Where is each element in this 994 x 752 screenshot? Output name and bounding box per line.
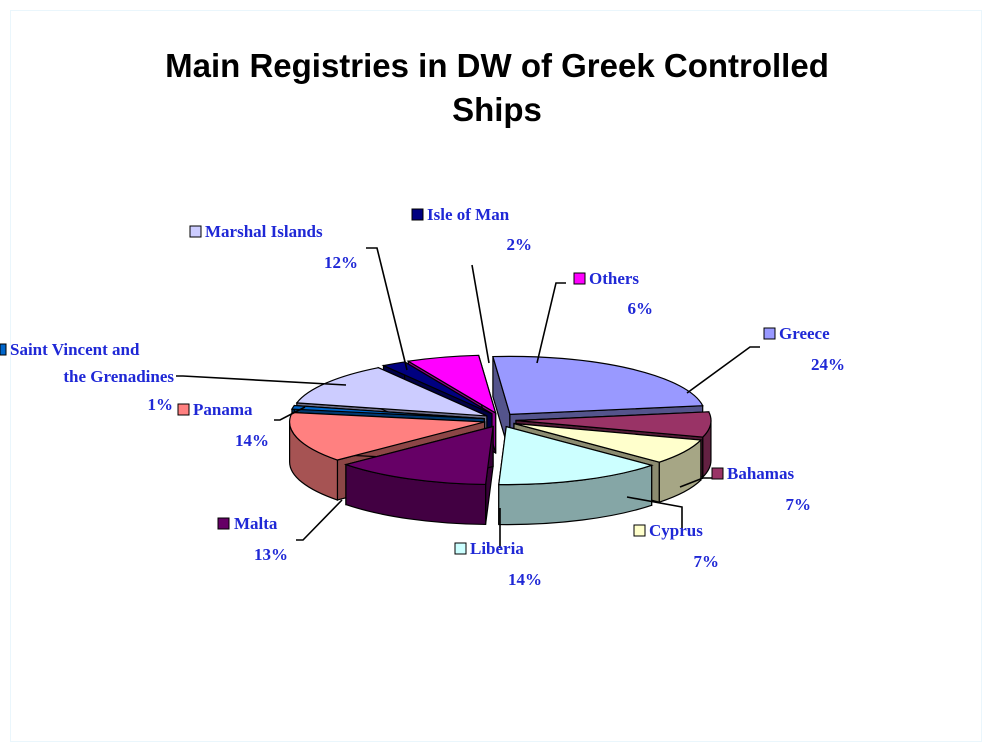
slice-label-greece: Greece — [779, 324, 830, 343]
chart-title-line2: Ships — [452, 91, 542, 128]
slice-marshal-islands — [295, 367, 488, 417]
slice-label-liberia: Liberia — [470, 539, 524, 558]
slice-label-isleofman: Isle of Man — [427, 205, 510, 224]
label-panama: Panama 14% — [177, 400, 269, 450]
leader-line-cyprus — [626, 496, 683, 530]
leader-line-greece — [686, 346, 760, 394]
slice-label-others: Others — [589, 269, 639, 288]
legend-key-greece — [763, 327, 776, 340]
leader-line-others — [536, 282, 566, 364]
legend-key-isleofman — [411, 208, 424, 221]
slice-value-greece: 24% — [811, 355, 845, 374]
chart-title-line1: Main Registries in DW of Greek Controlle… — [165, 47, 829, 84]
slice-label-marshal: Marshal Islands — [205, 222, 323, 241]
slice-cyprus — [513, 422, 703, 463]
label-liberia: Liberia 14% — [454, 539, 542, 589]
leader-line-isleofman — [471, 264, 490, 364]
leader-line-stvincent — [176, 375, 347, 386]
slice-liberia — [498, 425, 654, 486]
slice-value-panama: 14% — [235, 431, 269, 450]
legend-key-cyprus — [633, 524, 646, 537]
slice-greece — [492, 355, 704, 415]
leader-line-panama — [274, 406, 306, 421]
label-stvincent: Saint Vincent and the Grenadines 1% — [0, 340, 174, 414]
leader-line-malta — [296, 499, 343, 541]
leader-line-marshal — [366, 247, 408, 371]
slice-panama — [289, 411, 485, 461]
leader-lines — [176, 247, 760, 548]
legend-key-panama — [177, 403, 190, 416]
pie-slices — [289, 354, 712, 526]
slice-label-panama: Panama — [193, 400, 253, 419]
slice-others — [406, 354, 497, 415]
slice-label-malta: Malta — [234, 514, 278, 533]
label-cyprus: Cyprus 7% — [633, 521, 720, 571]
slice-malta — [343, 425, 494, 486]
slice-value-bahamas: 7% — [786, 495, 812, 514]
legend-key-liberia — [454, 542, 467, 555]
slice-label-stvincent-line2: the Grenadines — [63, 367, 174, 386]
label-greece: Greece 24% — [763, 324, 845, 374]
slice-label-bahamas: Bahamas — [727, 464, 794, 483]
slice-value-cyprus: 7% — [694, 552, 720, 571]
legend-key-malta — [217, 517, 230, 530]
legend-key-bahamas — [711, 467, 724, 480]
legend-key-stvincent — [0, 343, 7, 356]
label-marshal: Marshal Islands 12% — [189, 222, 358, 272]
slice-value-malta: 13% — [254, 545, 288, 564]
legend-key-marshal — [189, 225, 202, 238]
label-others: Others 6% — [573, 269, 654, 318]
slice-value-liberia: 14% — [508, 570, 542, 589]
slice-value-isleofman: 2% — [507, 235, 533, 254]
slice-value-stvincent: 1% — [148, 395, 174, 414]
slice-bahamas — [515, 411, 712, 438]
slice-value-marshal: 12% — [324, 253, 358, 272]
slice-label-stvincent-line1: Saint Vincent and — [10, 340, 140, 359]
label-malta: Malta 13% — [217, 514, 288, 564]
legend-key-others — [573, 272, 586, 285]
slice-label-cyprus: Cyprus — [649, 521, 703, 540]
chart-title: Main Registries in DW of Greek Controlle… — [0, 44, 994, 132]
slice-saint-vincent-and — [290, 404, 485, 420]
chart-frame — [10, 10, 982, 742]
label-isleofman: Isle of Man 2% — [411, 205, 533, 254]
label-bahamas: Bahamas 7% — [711, 464, 812, 514]
slice-value-others: 6% — [628, 299, 654, 318]
leader-line-bahamas — [679, 477, 712, 488]
